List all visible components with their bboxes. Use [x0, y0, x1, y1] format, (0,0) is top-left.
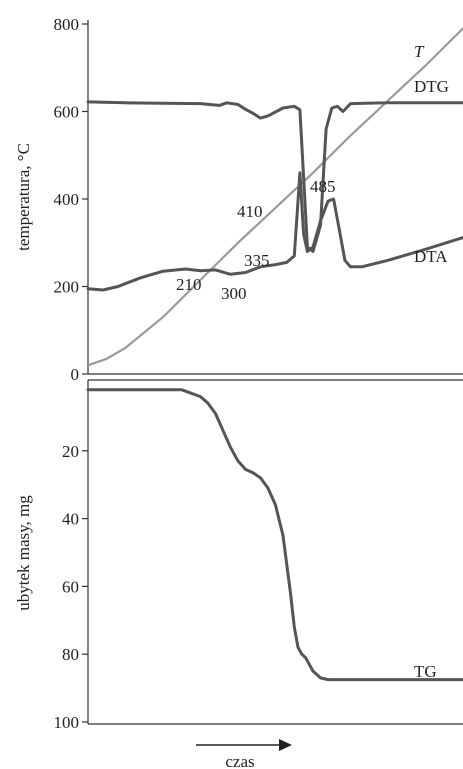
label-TG: TG	[414, 662, 437, 681]
label-335: 335	[244, 251, 270, 270]
bottom-y-axis-label: ubytek masy, mg	[14, 495, 33, 611]
bottom-series-group	[86, 388, 463, 682]
series-line-dta	[86, 171, 463, 292]
label-300: 300	[221, 284, 247, 303]
label-485: 485	[310, 177, 336, 196]
y-tick-label: 20	[62, 442, 79, 461]
y-tick-label: 200	[54, 278, 80, 297]
series-line-dtg	[86, 100, 463, 253]
y-tick-label: 80	[62, 645, 79, 664]
series-line-t	[87, 27, 463, 367]
y-tick-label: 800	[54, 15, 80, 34]
y-tick-label: 400	[54, 190, 80, 209]
time-arrow	[196, 739, 292, 751]
x-axis-label: czas	[225, 752, 254, 769]
top-series-group	[86, 27, 463, 367]
y-tick-label: 40	[62, 510, 79, 529]
temperature-panel: 0 200 400 600 800 temperatura, °C T DTG DTA …	[14, 15, 463, 384]
y-tick-label: 0	[71, 365, 80, 384]
series-line-tg	[86, 388, 463, 682]
top-annotations: T DTG DTA 210 300 335 410 485	[176, 42, 449, 303]
label-DTA: DTA	[414, 247, 448, 266]
top-y-ticks: 0 200 400 600 800	[54, 15, 88, 384]
label-410: 410	[237, 202, 263, 221]
y-tick-label: 100	[54, 713, 80, 732]
label-T: T	[414, 42, 425, 61]
top-y-axis-label: temperatura, °C	[14, 143, 33, 251]
label-DTG: DTG	[414, 77, 449, 96]
label-210: 210	[176, 275, 202, 294]
bottom-y-ticks: 20 40 60 80 100	[54, 442, 88, 732]
y-tick-label: 600	[54, 103, 80, 122]
y-tick-label: 60	[62, 577, 79, 596]
mass-loss-panel: 20 40 60 80 100 ubytek masy, mg TG czas	[14, 379, 463, 769]
